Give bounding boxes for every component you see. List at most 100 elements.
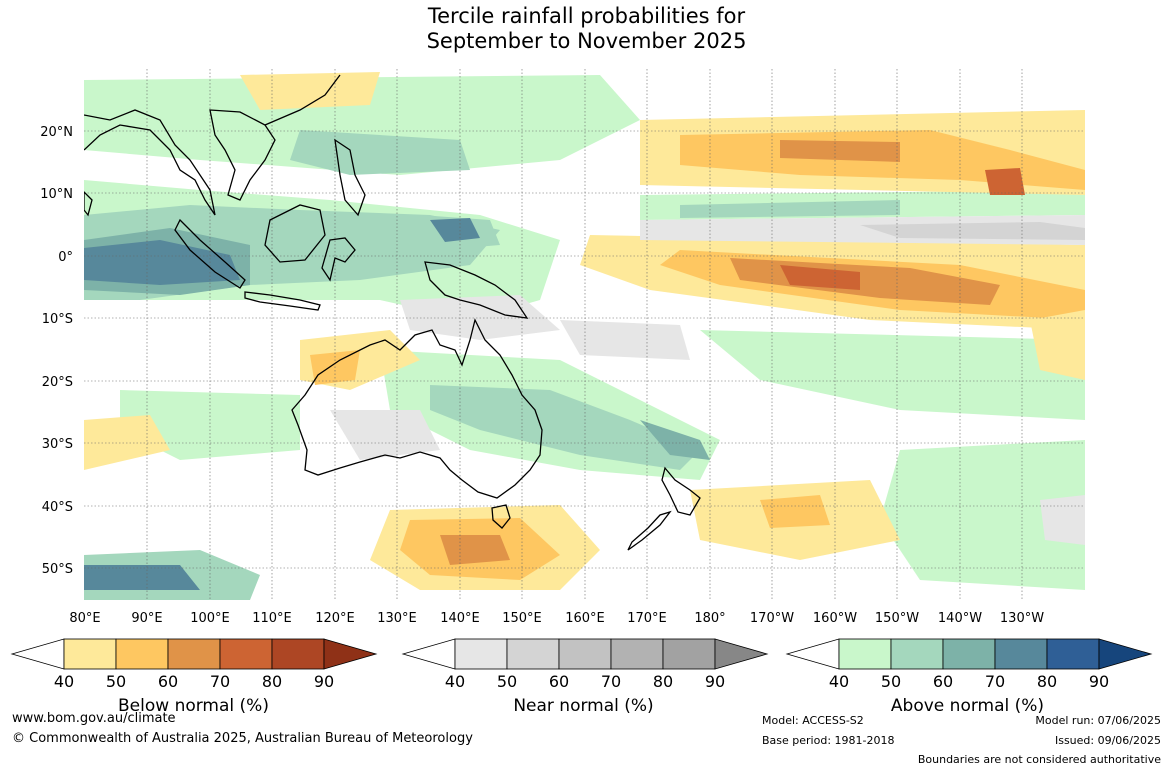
footer-model-run: Model run: 07/06/2025 <box>1035 714 1161 727</box>
colorbar-tick-label: 90 <box>1089 672 1109 691</box>
lon-label: 130°W <box>1000 611 1044 626</box>
colorbar-segment <box>219 638 273 670</box>
sumatra-coastline <box>174 218 246 289</box>
tasmania-coastline <box>491 504 511 529</box>
footer-copyright: © Commonwealth of Australia 2025, Austra… <box>12 731 473 746</box>
lat-label: 40°S <box>42 500 73 515</box>
coastlines <box>84 74 701 551</box>
lat-label: 50°S <box>42 562 73 577</box>
colorbar-segment <box>167 638 221 670</box>
lon-label: 140°W <box>938 611 982 626</box>
above-normal-region <box>430 385 700 470</box>
colorbar-tick-label: 50 <box>881 672 901 691</box>
colorbar-segment <box>838 638 892 670</box>
colorbar-extension-low <box>785 638 840 670</box>
new-guinea-coastline <box>424 261 529 319</box>
map-title-line1: Tercile rainfall probabilities for <box>427 4 746 28</box>
below-normal-region <box>84 415 170 470</box>
below-normal-region <box>760 495 830 528</box>
colorbar-tick-label: 70 <box>601 672 621 691</box>
australia-coastline <box>291 318 543 499</box>
near-normal-region <box>1040 495 1085 545</box>
above-normal-region <box>680 200 900 218</box>
below-normal-region <box>240 72 380 110</box>
colorbar-near-normal: 40 50 60 70 80 90 <box>401 638 769 691</box>
colorbar-title-above-normal: Above normal (%) <box>890 696 1045 716</box>
java-coastline <box>244 291 321 311</box>
lon-label: 160°W <box>813 611 857 626</box>
colorbar-title-near-normal: Near normal (%) <box>513 696 654 716</box>
colorbar-tick-label: 90 <box>705 672 725 691</box>
lat-label: 0° <box>58 250 73 265</box>
lon-label: 130°E <box>377 611 417 626</box>
latitude-labels: 20°N 10°N 0° 10°S 20°S 30°S 40°S 50°S <box>40 125 73 577</box>
colorbar-segment <box>662 638 716 670</box>
below-normal-region <box>780 140 900 162</box>
colorbar-segment <box>558 638 612 670</box>
colorbar-tick-label: 80 <box>262 672 282 691</box>
colorbar-tick-label: 60 <box>158 672 178 691</box>
lat-label: 10°S <box>42 312 73 327</box>
colorbar-segment <box>890 638 944 670</box>
colorbar-below-normal: 40 50 60 70 80 90 <box>10 638 378 691</box>
near-normal-region <box>400 295 560 340</box>
colorbar-tick-label: 40 <box>54 672 74 691</box>
above-normal-region <box>640 420 710 460</box>
lon-label: 90°E <box>131 611 162 626</box>
colorbar-segment <box>115 638 169 670</box>
colorbar-segment <box>454 638 508 670</box>
china-coastline <box>264 74 341 126</box>
colorbar-segment <box>271 638 325 670</box>
lat-label: 30°S <box>42 437 73 452</box>
colorbar-tick-label: 60 <box>933 672 953 691</box>
lon-label: 140°E <box>440 611 480 626</box>
above-normal-region <box>84 565 200 590</box>
near-normal-region <box>330 410 440 460</box>
colorbar-segment <box>610 638 664 670</box>
colorbar-tick-label: 80 <box>653 672 673 691</box>
colorbar-extension-high <box>714 638 769 670</box>
colorbar-title-below-normal: Below normal (%) <box>118 696 269 716</box>
lon-label: 110°E <box>252 611 292 626</box>
near-normal-region <box>560 320 690 360</box>
lon-label: 160°E <box>565 611 605 626</box>
colorbar-segment <box>942 638 996 670</box>
graticule <box>84 69 1085 600</box>
below-normal-region <box>1030 310 1085 380</box>
longitude-labels: 80°E 90°E 100°E 110°E 120°E 130°E 140°E … <box>69 611 1044 626</box>
footer-model: Model: ACCESS-S2 <box>762 714 864 727</box>
colorbar-extension-high <box>323 638 378 670</box>
colorbar-tick-label: 70 <box>985 672 1005 691</box>
above-normal-region <box>700 330 1085 420</box>
below-normal-region <box>780 265 860 290</box>
map-title-line2: September to November 2025 <box>426 29 747 53</box>
lon-label: 150°W <box>875 611 919 626</box>
colorbar-tick-label: 50 <box>497 672 517 691</box>
footer-disclaimer: Boundaries are not considered authoritat… <box>917 753 1161 766</box>
lon-label: 170°E <box>627 611 667 626</box>
colorbar-segment <box>994 638 1048 670</box>
colorbar-tick-label: 50 <box>106 672 126 691</box>
lon-label: 180° <box>694 611 725 626</box>
colorbar-segment <box>1046 638 1100 670</box>
sri-lanka-coastline <box>84 191 93 217</box>
footer-base-period: Base period: 1981-2018 <box>762 734 895 747</box>
lat-label: 20°S <box>42 375 73 390</box>
colorbar-above-normal: 40 50 60 70 80 90 <box>785 638 1153 691</box>
new-zealand-coastline <box>661 466 701 516</box>
mainland-asia-coastline <box>84 109 216 216</box>
lon-label: 120°E <box>315 611 355 626</box>
colorbar-segment <box>506 638 560 670</box>
colorbar-tick-label: 40 <box>829 672 849 691</box>
colorbar-tick-label: 40 <box>445 672 465 691</box>
below-normal-region <box>440 535 510 565</box>
colorbar-extension-low <box>10 638 65 670</box>
colorbar-segment <box>63 638 117 670</box>
colorbar-tick-label: 60 <box>549 672 569 691</box>
indochina-coastline <box>209 109 276 201</box>
colorbar-extension-high <box>1098 638 1153 670</box>
above-normal-region <box>430 218 480 242</box>
lon-label: 150°E <box>502 611 542 626</box>
lat-label: 20°N <box>40 125 73 140</box>
footer-issued: Issued: 09/06/2025 <box>1054 734 1161 747</box>
